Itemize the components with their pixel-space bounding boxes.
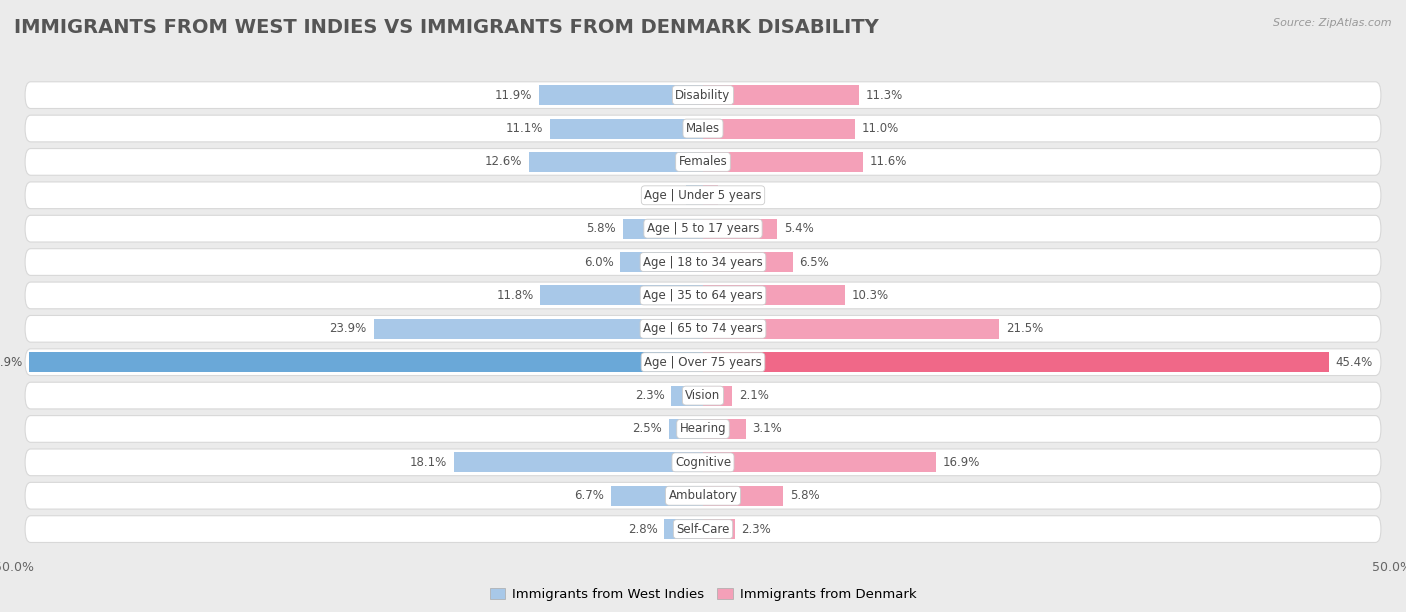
Text: Hearing: Hearing bbox=[679, 422, 727, 436]
Text: 11.3%: 11.3% bbox=[866, 89, 903, 102]
Text: 5.8%: 5.8% bbox=[586, 222, 616, 235]
Text: Source: ZipAtlas.com: Source: ZipAtlas.com bbox=[1274, 18, 1392, 28]
FancyBboxPatch shape bbox=[25, 382, 1381, 409]
FancyBboxPatch shape bbox=[25, 516, 1381, 542]
Text: Females: Females bbox=[679, 155, 727, 168]
Legend: Immigrants from West Indies, Immigrants from Denmark: Immigrants from West Indies, Immigrants … bbox=[484, 582, 922, 606]
Text: 1.2%: 1.2% bbox=[650, 188, 679, 202]
Bar bbox=[703, 386, 733, 406]
Bar bbox=[703, 452, 936, 472]
Bar bbox=[703, 419, 745, 439]
FancyBboxPatch shape bbox=[25, 215, 1381, 242]
Bar bbox=[530, 152, 703, 172]
FancyBboxPatch shape bbox=[25, 182, 1381, 209]
Bar bbox=[623, 218, 703, 239]
Text: Disability: Disability bbox=[675, 89, 731, 102]
Bar bbox=[665, 519, 703, 539]
Text: Ambulatory: Ambulatory bbox=[668, 489, 738, 502]
Bar bbox=[610, 486, 703, 506]
Bar bbox=[703, 319, 1000, 339]
Text: 5.4%: 5.4% bbox=[785, 222, 814, 235]
Text: 45.4%: 45.4% bbox=[1336, 356, 1372, 368]
Text: Age | 35 to 64 years: Age | 35 to 64 years bbox=[643, 289, 763, 302]
Text: 23.9%: 23.9% bbox=[329, 323, 367, 335]
Text: Age | 65 to 74 years: Age | 65 to 74 years bbox=[643, 323, 763, 335]
FancyBboxPatch shape bbox=[25, 82, 1381, 108]
Bar bbox=[374, 319, 703, 339]
Text: 48.9%: 48.9% bbox=[0, 356, 22, 368]
Text: 1.1%: 1.1% bbox=[725, 188, 755, 202]
Text: 21.5%: 21.5% bbox=[1007, 323, 1043, 335]
Bar bbox=[703, 119, 855, 138]
Bar bbox=[620, 252, 703, 272]
Bar bbox=[538, 85, 703, 105]
FancyBboxPatch shape bbox=[25, 315, 1381, 342]
Text: 2.8%: 2.8% bbox=[628, 523, 658, 536]
Bar bbox=[703, 252, 793, 272]
Text: 10.3%: 10.3% bbox=[852, 289, 889, 302]
Text: Self-Care: Self-Care bbox=[676, 523, 730, 536]
Text: 2.3%: 2.3% bbox=[741, 523, 772, 536]
Text: 11.9%: 11.9% bbox=[495, 89, 531, 102]
Bar bbox=[703, 185, 718, 205]
Bar bbox=[703, 218, 778, 239]
FancyBboxPatch shape bbox=[25, 416, 1381, 442]
Text: 6.5%: 6.5% bbox=[800, 256, 830, 269]
Text: Age | Under 5 years: Age | Under 5 years bbox=[644, 188, 762, 202]
Bar bbox=[669, 419, 703, 439]
Text: 6.7%: 6.7% bbox=[574, 489, 603, 502]
Bar bbox=[454, 452, 703, 472]
Text: 6.0%: 6.0% bbox=[583, 256, 613, 269]
Bar bbox=[703, 519, 735, 539]
Text: Vision: Vision bbox=[685, 389, 721, 402]
Text: 3.1%: 3.1% bbox=[752, 422, 782, 436]
Text: Age | 5 to 17 years: Age | 5 to 17 years bbox=[647, 222, 759, 235]
Text: Age | Over 75 years: Age | Over 75 years bbox=[644, 356, 762, 368]
Bar bbox=[703, 152, 863, 172]
Text: IMMIGRANTS FROM WEST INDIES VS IMMIGRANTS FROM DENMARK DISABILITY: IMMIGRANTS FROM WEST INDIES VS IMMIGRANT… bbox=[14, 18, 879, 37]
Bar bbox=[703, 85, 859, 105]
Text: 2.1%: 2.1% bbox=[738, 389, 769, 402]
Bar bbox=[703, 352, 1329, 372]
FancyBboxPatch shape bbox=[25, 349, 1381, 376]
Text: 2.3%: 2.3% bbox=[634, 389, 665, 402]
Text: 12.6%: 12.6% bbox=[485, 155, 523, 168]
Text: 11.6%: 11.6% bbox=[870, 155, 907, 168]
FancyBboxPatch shape bbox=[25, 449, 1381, 476]
Text: 16.9%: 16.9% bbox=[943, 456, 980, 469]
Bar bbox=[540, 285, 703, 305]
Bar bbox=[671, 386, 703, 406]
Text: 5.8%: 5.8% bbox=[790, 489, 820, 502]
FancyBboxPatch shape bbox=[25, 248, 1381, 275]
FancyBboxPatch shape bbox=[25, 482, 1381, 509]
FancyBboxPatch shape bbox=[25, 282, 1381, 309]
Bar bbox=[686, 185, 703, 205]
Text: 11.1%: 11.1% bbox=[506, 122, 543, 135]
Bar bbox=[30, 352, 703, 372]
Text: 11.8%: 11.8% bbox=[496, 289, 533, 302]
FancyBboxPatch shape bbox=[25, 149, 1381, 175]
FancyBboxPatch shape bbox=[25, 115, 1381, 142]
Text: Age | 18 to 34 years: Age | 18 to 34 years bbox=[643, 256, 763, 269]
Text: Cognitive: Cognitive bbox=[675, 456, 731, 469]
Text: Males: Males bbox=[686, 122, 720, 135]
Text: 2.5%: 2.5% bbox=[631, 422, 662, 436]
Bar bbox=[703, 486, 783, 506]
Bar bbox=[703, 285, 845, 305]
Bar bbox=[550, 119, 703, 138]
Text: 11.0%: 11.0% bbox=[862, 122, 898, 135]
Text: 18.1%: 18.1% bbox=[409, 456, 447, 469]
